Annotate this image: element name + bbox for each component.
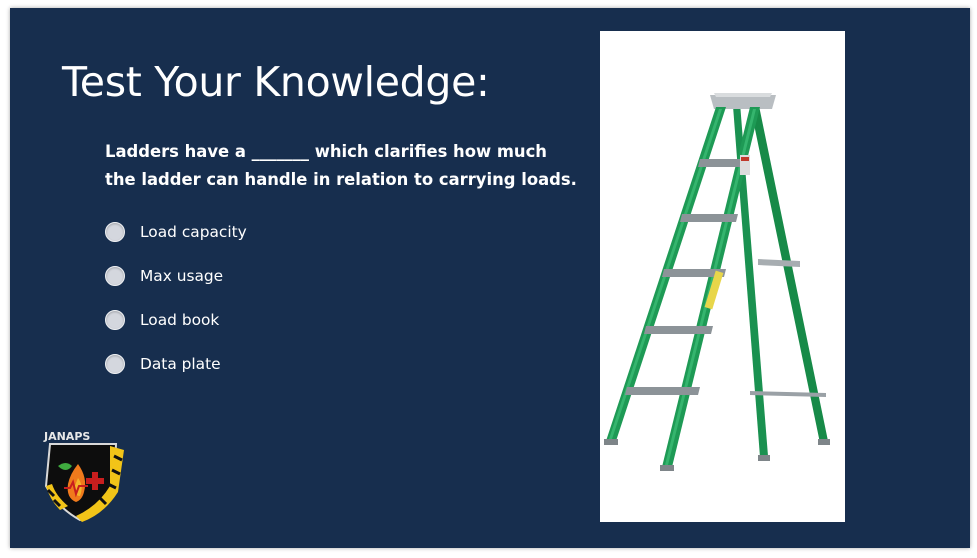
option-data-plate[interactable]: Data plate [105, 342, 247, 386]
option-label: Data plate [140, 355, 221, 373]
question-line-1: Ladders have a _______ which clarifies h… [105, 142, 547, 161]
option-label: Max usage [140, 267, 224, 285]
ladder-image [600, 31, 845, 522]
radio-button[interactable] [105, 266, 125, 286]
option-label: Load book [140, 311, 220, 329]
radio-button[interactable] [105, 310, 125, 330]
step-ladder-icon [604, 93, 830, 471]
quiz-slide: Test Your Knowledge: Ladders have a ____… [10, 8, 970, 548]
option-load-book[interactable]: Load book [105, 298, 247, 342]
janaps-logo: JANAPS [38, 426, 130, 522]
question-line-2: the ladder can handle in relation to car… [105, 170, 577, 189]
option-load-capacity[interactable]: Load capacity [105, 210, 247, 254]
slide-title: Test Your Knowledge: [62, 58, 490, 106]
answer-options: Load capacity Max usage Load book Data p… [105, 210, 247, 386]
option-max-usage[interactable]: Max usage [105, 254, 247, 298]
radio-button[interactable] [105, 222, 125, 242]
option-label: Load capacity [140, 223, 247, 241]
logo-text: JANAPS [43, 430, 90, 443]
radio-button[interactable] [105, 354, 125, 374]
question-text: Ladders have a _______ which clarifies h… [105, 138, 577, 194]
shield-logo-icon: JANAPS [43, 430, 124, 522]
